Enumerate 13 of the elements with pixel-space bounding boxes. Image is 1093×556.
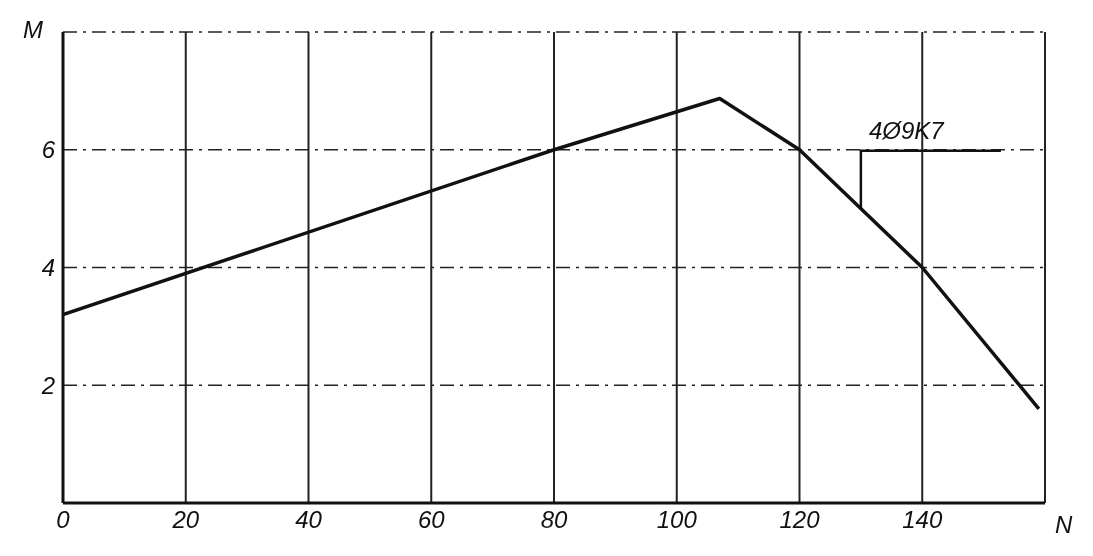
y-tick-label: 4: [41, 254, 55, 282]
y-tick-label: 2: [40, 371, 55, 399]
x-tick-label: 0: [56, 506, 71, 534]
x-tick-label: 20: [171, 506, 200, 534]
x-tick-label: 100: [656, 506, 698, 534]
y-axis-title: M: [23, 16, 43, 43]
x-tick-label: 40: [295, 506, 323, 534]
y-tick-label: 6: [41, 136, 56, 164]
x-tick-label: 120: [779, 506, 821, 534]
x-tick-label: 60: [417, 506, 446, 534]
x-tick-label: 80: [540, 506, 568, 534]
x-axis-title: N: [1055, 511, 1073, 538]
x-tick-label: 140: [902, 506, 943, 534]
